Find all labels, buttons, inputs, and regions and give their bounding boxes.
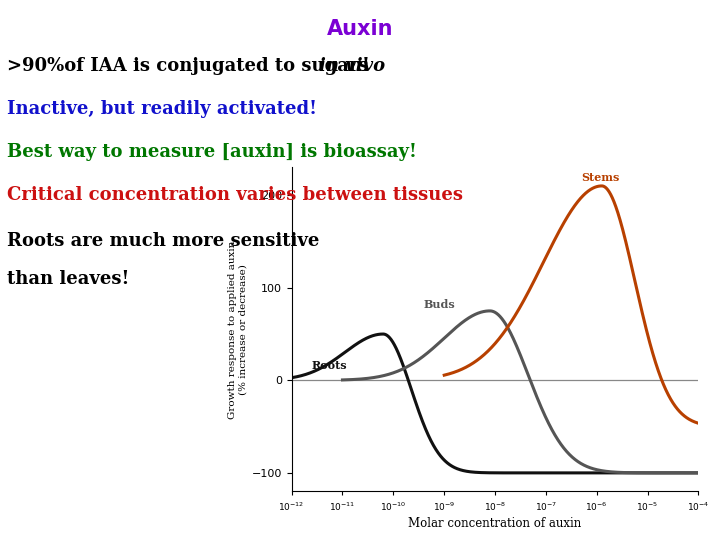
- Text: Roots: Roots: [312, 360, 348, 371]
- Text: Roots are much more sensitive: Roots are much more sensitive: [7, 232, 320, 250]
- Text: >90%of IAA is conjugated to sugars: >90%of IAA is conjugated to sugars: [7, 57, 375, 75]
- Text: Best way to measure [auxin] is bioassay!: Best way to measure [auxin] is bioassay!: [7, 143, 417, 161]
- Y-axis label: Growth response to applied auxin
(% increase or decrease): Growth response to applied auxin (% incr…: [228, 240, 248, 418]
- Text: Auxin: Auxin: [327, 19, 393, 39]
- Text: Critical concentration varies between tissues: Critical concentration varies between ti…: [7, 186, 463, 204]
- Text: Stems: Stems: [581, 172, 620, 183]
- Text: Inactive, but readily activated!: Inactive, but readily activated!: [7, 100, 318, 118]
- Text: Buds: Buds: [424, 299, 456, 310]
- Text: than leaves!: than leaves!: [7, 270, 130, 288]
- X-axis label: Molar concentration of auxin: Molar concentration of auxin: [408, 517, 582, 530]
- Text: !: !: [361, 57, 369, 75]
- Text: in vivo: in vivo: [319, 57, 385, 75]
